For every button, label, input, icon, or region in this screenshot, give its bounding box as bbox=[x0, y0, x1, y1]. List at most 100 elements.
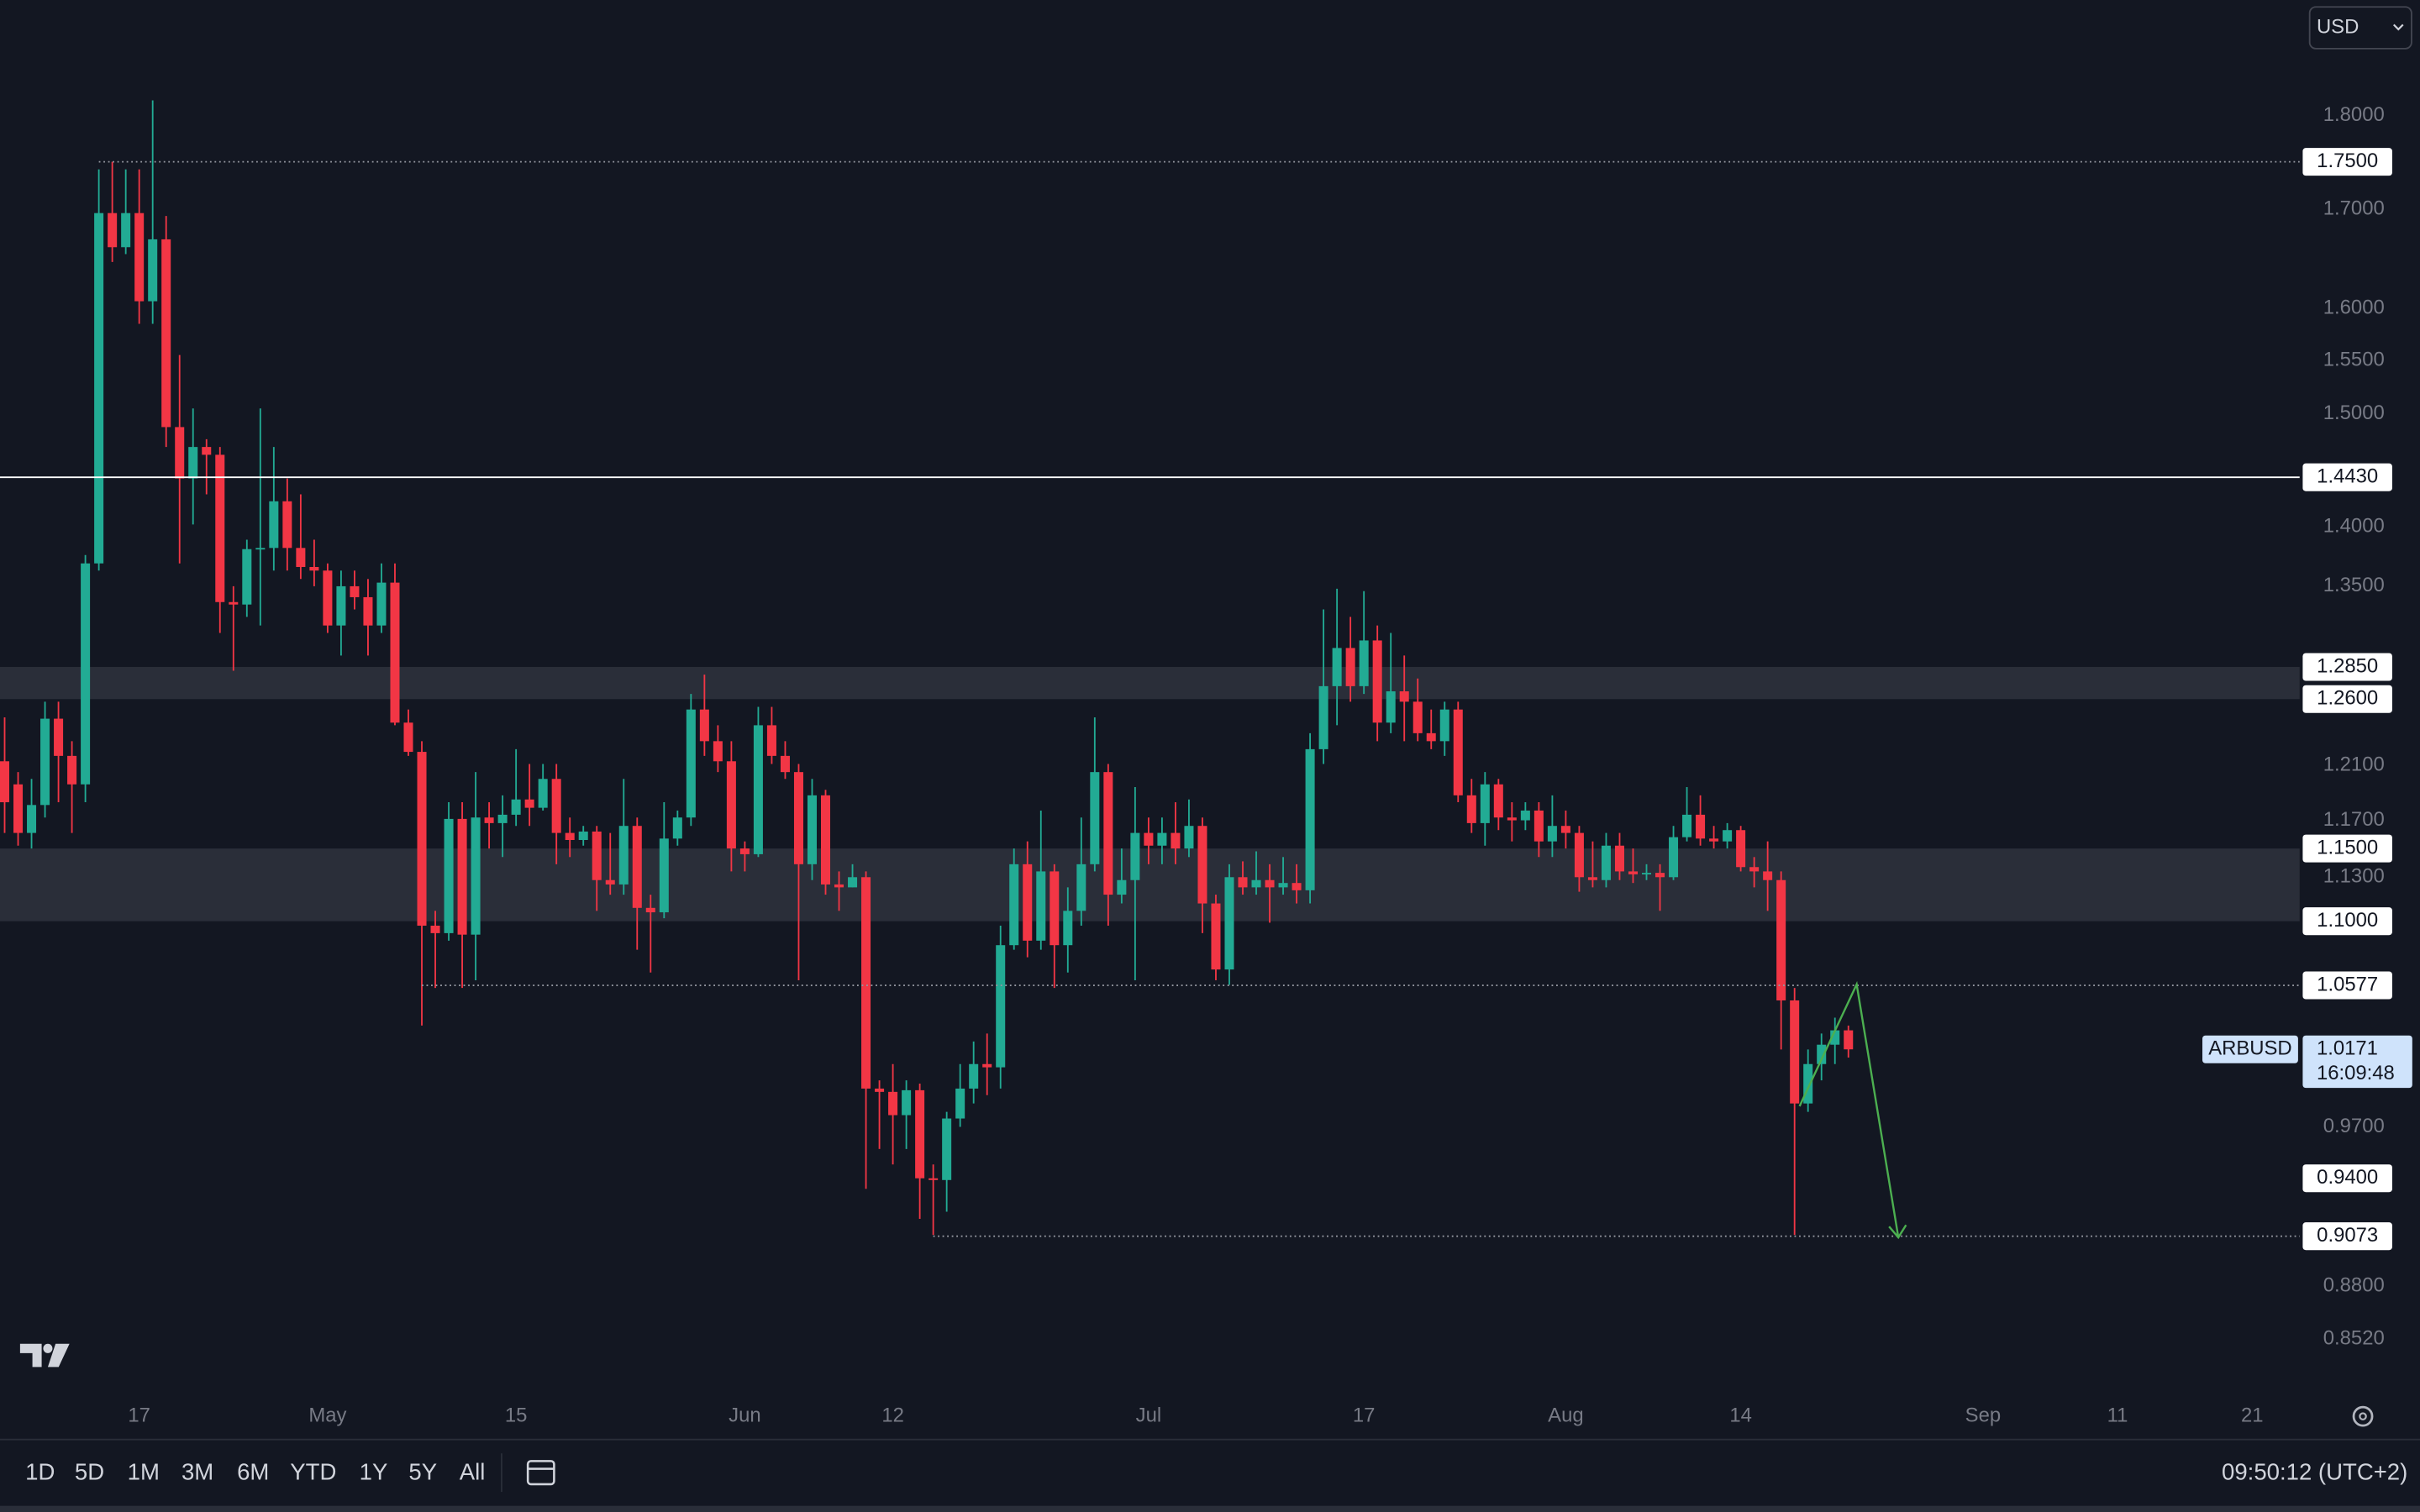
candle-body bbox=[242, 549, 252, 605]
candle-body bbox=[67, 755, 77, 785]
candle-body bbox=[1009, 864, 1019, 946]
candle-body bbox=[1520, 810, 1530, 821]
candle-body bbox=[81, 563, 91, 785]
currency-dropdown[interactable]: USD bbox=[2308, 6, 2412, 50]
candle-body bbox=[902, 1089, 912, 1116]
x-tick-label: 12 bbox=[881, 1404, 904, 1426]
candle-body bbox=[875, 1088, 885, 1092]
candle-body bbox=[108, 213, 118, 248]
countdown: 16:09:48 bbox=[2317, 1062, 2395, 1084]
candle-body bbox=[739, 848, 750, 854]
level-label-box bbox=[2302, 834, 2392, 863]
range-button[interactable]: 5D bbox=[75, 1458, 104, 1484]
candle-body bbox=[188, 447, 198, 479]
range-button[interactable]: 1M bbox=[128, 1458, 160, 1484]
y-tick-label: 0.8520 bbox=[2323, 1326, 2385, 1349]
candle-body bbox=[955, 1088, 965, 1119]
candle-body bbox=[1063, 911, 1073, 946]
candle-body bbox=[417, 752, 427, 926]
settings-icon[interactable] bbox=[2352, 1405, 2374, 1427]
candle-body bbox=[834, 884, 844, 888]
candle-body bbox=[1466, 795, 1476, 823]
candle-body bbox=[175, 427, 185, 479]
y-tick-label: 1.8000 bbox=[2323, 103, 2385, 126]
candle-body bbox=[1790, 1000, 1800, 1104]
level-label-box bbox=[2302, 907, 2392, 936]
candle-body bbox=[13, 784, 24, 833]
level-label-box bbox=[2302, 148, 2392, 176]
candle-body bbox=[1736, 830, 1746, 868]
candle-body bbox=[376, 582, 387, 626]
range-button[interactable]: YTD bbox=[290, 1458, 336, 1484]
candle-body bbox=[1372, 640, 1382, 723]
range-button[interactable]: 5Y bbox=[408, 1458, 437, 1484]
y-tick-label: 1.5500 bbox=[2323, 348, 2385, 370]
x-tick-label: 17 bbox=[1353, 1404, 1376, 1426]
candle-body bbox=[309, 566, 319, 571]
tv-logo bbox=[19, 1343, 70, 1368]
candle-body bbox=[632, 826, 642, 908]
range-button[interactable]: All bbox=[460, 1458, 486, 1484]
candle-body bbox=[94, 213, 104, 564]
level-label: 1.2850 bbox=[2317, 654, 2378, 677]
candle-body bbox=[457, 818, 467, 935]
range-button[interactable]: 3M bbox=[182, 1458, 213, 1484]
candle-body bbox=[471, 817, 481, 935]
range-button[interactable]: 6M bbox=[237, 1458, 269, 1484]
candle-body bbox=[1265, 879, 1275, 888]
candle-body bbox=[1507, 817, 1517, 821]
candle-body bbox=[1359, 640, 1369, 686]
candle-body bbox=[1292, 883, 1302, 890]
candle-body bbox=[1776, 879, 1786, 1000]
range-button[interactable]: 1D bbox=[25, 1458, 55, 1484]
candle-body bbox=[1076, 864, 1086, 911]
candle-body bbox=[1547, 826, 1557, 842]
range-button[interactable]: 1Y bbox=[360, 1458, 388, 1484]
currency: USD bbox=[2317, 15, 2359, 38]
candle-body bbox=[282, 501, 292, 549]
candle-body bbox=[255, 548, 266, 550]
candle-body bbox=[592, 831, 602, 880]
candle-body bbox=[1601, 845, 1611, 880]
candle-body bbox=[134, 213, 145, 302]
arrow-head bbox=[1888, 1224, 1907, 1240]
candle-body bbox=[1399, 691, 1409, 702]
candle-body bbox=[1709, 838, 1719, 842]
zone bbox=[0, 848, 2300, 921]
y-tick-label: 1.5000 bbox=[2323, 402, 2385, 424]
level-label: 1.1000 bbox=[2317, 909, 2378, 932]
candle-body bbox=[1655, 873, 1665, 878]
candle-body bbox=[861, 877, 871, 1089]
candle-body bbox=[1669, 837, 1679, 878]
y-tick-label: 0.8800 bbox=[2323, 1273, 2385, 1296]
calendar-icon[interactable] bbox=[501, 1453, 555, 1493]
level-label: 1.0577 bbox=[2317, 973, 2378, 995]
candle-body bbox=[996, 945, 1006, 1068]
candle-body bbox=[1278, 883, 1288, 888]
candle-body bbox=[524, 799, 534, 808]
candle-body bbox=[929, 1178, 939, 1180]
candle-body bbox=[1050, 871, 1060, 946]
candle-body bbox=[1614, 845, 1624, 872]
x-tick-label: 14 bbox=[1729, 1404, 1752, 1426]
y-tick-label: 1.4000 bbox=[2323, 514, 2385, 537]
candle-body bbox=[1682, 814, 1692, 837]
level-label: 1.7500 bbox=[2317, 150, 2378, 172]
candle-body bbox=[1413, 701, 1423, 733]
level-label-box bbox=[2302, 971, 2392, 1000]
level-label-box bbox=[2302, 463, 2392, 491]
candle-body bbox=[1386, 691, 1396, 723]
candle-body bbox=[1103, 772, 1113, 895]
candle-body bbox=[148, 239, 158, 302]
candle-body bbox=[27, 805, 37, 833]
candle-body bbox=[40, 718, 50, 806]
candle-body bbox=[215, 454, 225, 602]
candle-body bbox=[121, 213, 131, 248]
candle-body bbox=[1144, 832, 1154, 846]
candle-body bbox=[296, 548, 306, 567]
level-label: 0.9073 bbox=[2317, 1224, 2378, 1247]
candle-body bbox=[1723, 830, 1733, 842]
level-label: 1.2600 bbox=[2317, 687, 2378, 710]
x-tick-label: Jul bbox=[1136, 1404, 1162, 1426]
